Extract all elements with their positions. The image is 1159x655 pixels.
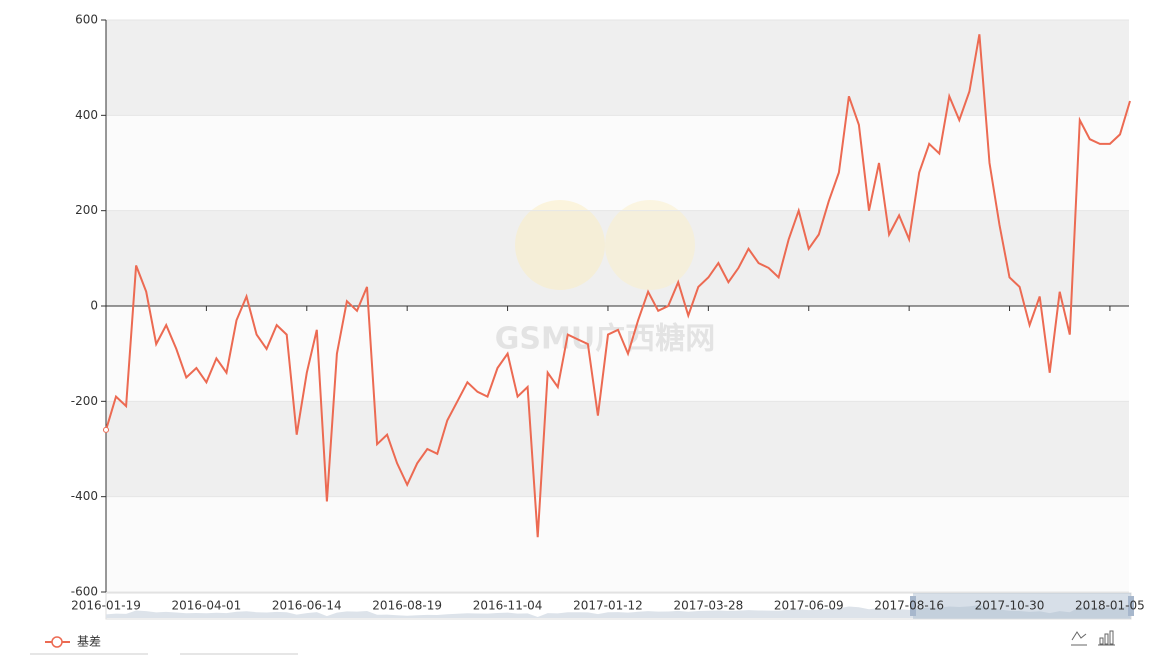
x-tick-label: 2016-04-01 [172,599,242,613]
toolbox-bar[interactable] [1098,630,1115,646]
zoom-handle[interactable] [1128,596,1134,616]
split-area [106,20,1129,116]
zoom-handle[interactable] [910,596,916,616]
toolbox-bar-icon[interactable] [1104,633,1109,645]
watermark-logo [515,200,605,290]
x-tick-label: 2016-01-19 [71,599,141,613]
y-tick-label: -200 [71,394,98,408]
watermark-logo [605,200,695,290]
x-tick-label: 2018-01-05 [1075,599,1145,613]
x-tick-label: 2017-03-28 [673,599,743,613]
toolbox-bar-icon[interactable] [1109,630,1114,645]
x-tick-label: 2016-06-14 [272,599,342,613]
y-tick-label: 200 [75,203,98,217]
split-area [106,306,1129,402]
x-tick-label: 2017-10-30 [975,599,1045,613]
x-tick-label: 2017-08-16 [874,599,944,613]
toolbox-line-icon[interactable] [1071,631,1087,641]
legend-label[interactable]: 基差 [77,635,101,649]
split-area [106,496,1129,592]
x-tick-label: 2017-06-09 [774,599,844,613]
toolbox-bar-icon[interactable] [1099,637,1104,645]
y-tick-label: -600 [71,585,98,599]
y-tick-label: 600 [75,13,98,27]
toolbox-line[interactable] [1071,631,1087,646]
x-tick-label: 2016-08-19 [372,599,442,613]
y-tick-label: 400 [75,108,98,122]
zoom-shadow [106,605,1131,618]
line [105,34,1131,538]
y-tick-label: -400 [71,489,98,503]
split-area [106,115,1129,211]
x-tick-label: 2017-01-12 [573,599,643,613]
zoom-window[interactable] [913,593,1131,619]
y-tick-label: 0 [90,299,98,313]
point [103,426,109,433]
legend-icon[interactable] [51,636,63,648]
x-tick-label: 2016-11-04 [473,599,543,613]
split-area [106,401,1129,497]
